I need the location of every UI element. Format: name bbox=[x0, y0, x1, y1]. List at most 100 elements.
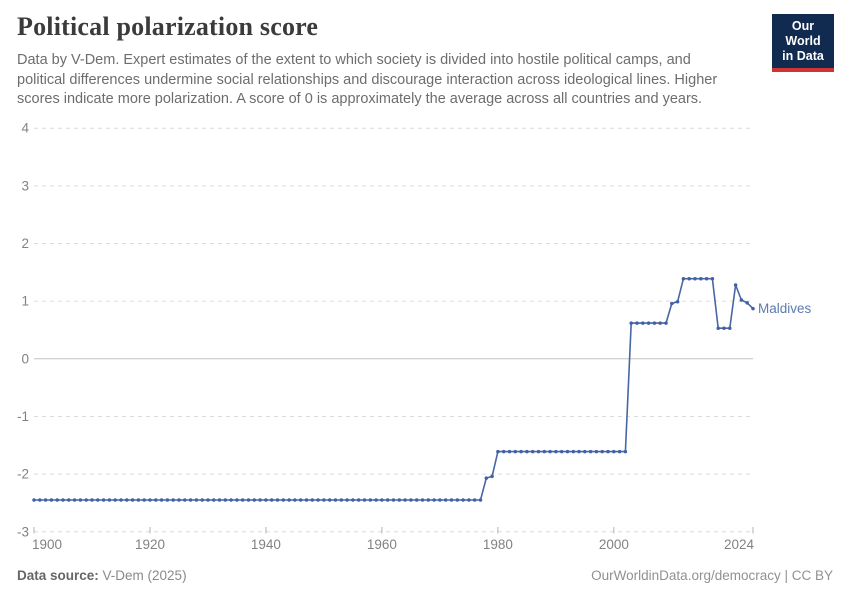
data-point bbox=[600, 449, 604, 454]
data-point bbox=[264, 498, 268, 502]
data-point bbox=[646, 321, 651, 325]
x-axis-label: 1980 bbox=[483, 537, 513, 552]
data-point bbox=[635, 321, 639, 325]
data-point bbox=[617, 449, 622, 454]
data-source-value: V-Dem (2025) bbox=[98, 568, 187, 583]
x-axis-label: 1920 bbox=[135, 537, 165, 552]
data-point bbox=[72, 498, 77, 502]
data-point bbox=[733, 283, 738, 287]
data-point bbox=[177, 498, 181, 502]
data-point bbox=[438, 498, 442, 502]
data-point bbox=[409, 498, 413, 502]
page-title: Political polarization score bbox=[17, 12, 319, 41]
subtitle-line: scores indicate more polarization. A sco… bbox=[17, 91, 703, 107]
data-point bbox=[484, 476, 489, 480]
data-source-label: Data source: bbox=[17, 568, 99, 583]
data-point bbox=[374, 498, 378, 502]
data-point bbox=[159, 498, 164, 502]
data-point bbox=[49, 498, 54, 502]
maldives-line[interactable] bbox=[34, 277, 754, 501]
data-point bbox=[304, 498, 309, 502]
data-point bbox=[362, 498, 367, 502]
data-point bbox=[298, 498, 303, 502]
data-point bbox=[606, 449, 610, 454]
data-point bbox=[165, 498, 170, 502]
data-point bbox=[583, 449, 587, 454]
data-point bbox=[571, 449, 576, 454]
owid-logo: Our World in Data bbox=[772, 14, 834, 72]
data-point bbox=[269, 498, 274, 502]
y-axis-label: 2 bbox=[21, 236, 29, 251]
y-axis-label: 3 bbox=[21, 178, 29, 193]
data-point bbox=[125, 498, 129, 502]
data-point bbox=[536, 449, 541, 454]
data-point bbox=[751, 306, 755, 311]
owid-logo-line1: Our World bbox=[785, 19, 821, 48]
data-point bbox=[652, 321, 657, 325]
data-point bbox=[525, 449, 529, 454]
license-link[interactable]: OurWorldinData.org/democracy | CC BY bbox=[591, 568, 833, 583]
data-point bbox=[565, 449, 570, 454]
data-point bbox=[699, 276, 703, 281]
data-point bbox=[78, 498, 83, 502]
data-point bbox=[414, 498, 419, 502]
data-point bbox=[623, 449, 628, 454]
data-point bbox=[588, 449, 593, 454]
data-point bbox=[594, 449, 599, 454]
data-point bbox=[507, 449, 512, 454]
data-point bbox=[43, 498, 48, 502]
data-point bbox=[368, 498, 373, 502]
data-point bbox=[275, 498, 280, 502]
data-point bbox=[229, 498, 233, 502]
y-axis-label: -2 bbox=[17, 467, 29, 482]
y-axis-label: -3 bbox=[17, 524, 29, 539]
data-point bbox=[281, 498, 286, 502]
data-point bbox=[101, 498, 106, 502]
data-point bbox=[119, 498, 123, 502]
data-point bbox=[287, 498, 291, 502]
data-point bbox=[183, 498, 187, 502]
data-point bbox=[345, 498, 349, 502]
data-point bbox=[200, 498, 204, 502]
data-point bbox=[554, 449, 558, 454]
data-point bbox=[38, 498, 42, 502]
data-point bbox=[664, 321, 668, 325]
data-point bbox=[154, 498, 158, 502]
data-point bbox=[310, 498, 315, 502]
subtitle-line: Data by V-Dem. Expert estimates of the e… bbox=[17, 52, 691, 68]
data-point bbox=[403, 498, 407, 502]
data-point bbox=[206, 498, 210, 502]
data-point bbox=[548, 449, 552, 454]
data-point bbox=[478, 498, 483, 502]
data-point bbox=[722, 326, 726, 330]
data-point bbox=[513, 449, 518, 454]
x-axis-label: 2000 bbox=[599, 537, 629, 552]
data-point bbox=[490, 474, 494, 479]
data-point bbox=[716, 326, 720, 330]
data-point bbox=[658, 321, 662, 325]
data-point bbox=[385, 498, 390, 502]
data-point bbox=[188, 498, 193, 502]
data-point bbox=[449, 498, 454, 502]
x-axis-label: 1900 bbox=[32, 537, 62, 552]
data-point bbox=[670, 301, 674, 306]
data-point bbox=[84, 498, 88, 502]
data-point bbox=[426, 498, 431, 502]
data-point bbox=[391, 498, 396, 502]
data-point bbox=[641, 321, 645, 325]
data-point bbox=[258, 498, 262, 502]
y-axis-label: 1 bbox=[21, 294, 29, 309]
data-point bbox=[96, 498, 100, 502]
data-point bbox=[55, 498, 59, 502]
data-point bbox=[472, 498, 477, 502]
data-point bbox=[142, 498, 146, 502]
data-point bbox=[194, 498, 199, 502]
data-point bbox=[710, 276, 715, 281]
data-point bbox=[542, 449, 547, 454]
data-point bbox=[681, 276, 686, 281]
x-axis-label: 1960 bbox=[367, 537, 397, 552]
data-point bbox=[293, 498, 297, 502]
data-point bbox=[687, 276, 691, 281]
